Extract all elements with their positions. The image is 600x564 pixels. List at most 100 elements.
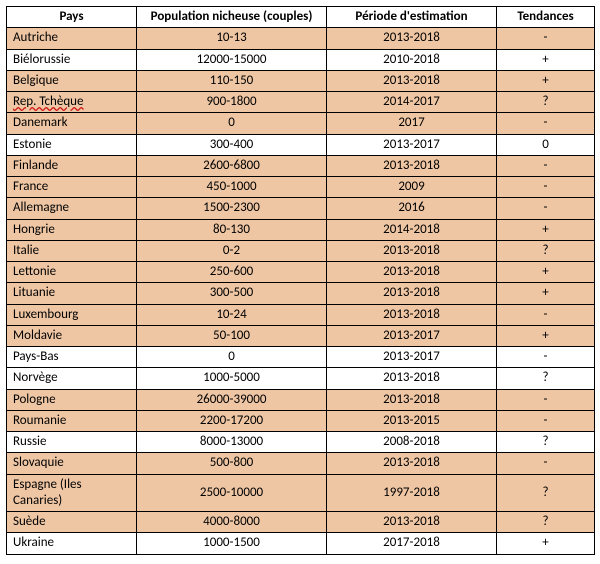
table-row: Pays-Bas02013-2017- <box>7 347 595 368</box>
cell-pop: 300-400 <box>137 134 327 155</box>
population-table: Pays Population nicheuse (couples) Pério… <box>6 6 595 555</box>
table-row: Biélorussie12000-150002010-2018+ <box>7 49 595 70</box>
table-row: Italie0-22013-2018? <box>7 240 595 261</box>
cell-pop: 250-600 <box>137 262 327 283</box>
cell-per: 2017-2018 <box>327 533 497 554</box>
table-row: France450-10002009- <box>7 177 595 198</box>
cell-pays: Norvège <box>7 368 137 389</box>
header-per: Période d'estimation <box>327 7 497 28</box>
cell-ten: ? <box>497 92 595 113</box>
cell-pop: 26000-39000 <box>137 389 327 410</box>
cell-per: 2008-2018 <box>327 432 497 453</box>
cell-pop: 2500-10000 <box>137 474 327 512</box>
cell-pop: 12000-15000 <box>137 49 327 70</box>
header-pop: Population nicheuse (couples) <box>137 7 327 28</box>
cell-per: 2013-2017 <box>327 325 497 346</box>
table-row: Autriche10-132013-2018- <box>7 28 595 49</box>
table-row: Roumanie2200-172002013-2015- <box>7 410 595 431</box>
cell-per: 2016 <box>327 198 497 219</box>
table-row: Rep. Tchèque900-18002014-2017? <box>7 92 595 113</box>
cell-pop: 0 <box>137 113 327 134</box>
cell-pop: 0-2 <box>137 240 327 261</box>
table-row: Norvège1000-50002013-2018? <box>7 368 595 389</box>
cell-per: 2014-2017 <box>327 92 497 113</box>
cell-ten: + <box>497 49 595 70</box>
cell-per: 2013-2017 <box>327 134 497 155</box>
cell-ten: ? <box>497 512 595 533</box>
cell-ten: ? <box>497 474 595 512</box>
table-row: Lituanie300-5002013-2018+ <box>7 283 595 304</box>
cell-ten: - <box>497 177 595 198</box>
cell-pop: 10-24 <box>137 304 327 325</box>
cell-ten: - <box>497 410 595 431</box>
header-ten: Tendances <box>497 7 595 28</box>
table-row: Allemagne1500-23002016- <box>7 198 595 219</box>
cell-per: 2013-2015 <box>327 410 497 431</box>
cell-per: 2009 <box>327 177 497 198</box>
cell-ten: - <box>497 347 595 368</box>
cell-pays: Finlande <box>7 155 137 176</box>
cell-per: 2013-2017 <box>327 347 497 368</box>
cell-per: 2013-2018 <box>327 304 497 325</box>
cell-pays: Russie <box>7 432 137 453</box>
cell-per: 2013-2018 <box>327 368 497 389</box>
cell-ten: - <box>497 389 595 410</box>
cell-pop: 80-130 <box>137 219 327 240</box>
cell-per: 2013-2018 <box>327 28 497 49</box>
cell-ten: - <box>497 113 595 134</box>
cell-pays: Ukraine <box>7 533 137 554</box>
cell-pays: Rep. Tchèque <box>7 92 137 113</box>
cell-per: 2013-2018 <box>327 283 497 304</box>
cell-ten: - <box>497 155 595 176</box>
table-body: Autriche10-132013-2018-Biélorussie12000-… <box>7 28 595 554</box>
table-row: Finlande2600-68002013-2018- <box>7 155 595 176</box>
cell-pays: Italie <box>7 240 137 261</box>
cell-pays: Autriche <box>7 28 137 49</box>
table-row: Espagne (Iles Canaries)2500-100001997-20… <box>7 474 595 512</box>
cell-per: 2013-2018 <box>327 512 497 533</box>
cell-pop: 300-500 <box>137 283 327 304</box>
cell-pays: Pays-Bas <box>7 347 137 368</box>
spell-error-text: Rep. Tchèque <box>13 94 83 109</box>
cell-pop: 1000-5000 <box>137 368 327 389</box>
cell-pays: Hongrie <box>7 219 137 240</box>
cell-pop: 2600-6800 <box>137 155 327 176</box>
cell-pays: Moldavie <box>7 325 137 346</box>
cell-pop: 1500-2300 <box>137 198 327 219</box>
cell-ten: + <box>497 325 595 346</box>
cell-per: 2014-2018 <box>327 219 497 240</box>
cell-ten: - <box>497 453 595 474</box>
cell-ten: + <box>497 283 595 304</box>
cell-per: 2013-2018 <box>327 155 497 176</box>
table-row: Hongrie80-1302014-2018+ <box>7 219 595 240</box>
cell-pop: 50-100 <box>137 325 327 346</box>
cell-per: 2013-2018 <box>327 389 497 410</box>
cell-pays: Roumanie <box>7 410 137 431</box>
table-row: Luxembourg10-242013-2018- <box>7 304 595 325</box>
cell-per: 2013-2018 <box>327 240 497 261</box>
table-row: Slovaquie500-8002013-2018- <box>7 453 595 474</box>
cell-pays: Pologne <box>7 389 137 410</box>
table-row: Estonie300-4002013-20170 <box>7 134 595 155</box>
cell-ten: + <box>497 533 595 554</box>
table-row: Moldavie50-1002013-2017+ <box>7 325 595 346</box>
cell-pays: France <box>7 177 137 198</box>
cell-pays: Espagne (Iles Canaries) <box>7 474 137 512</box>
cell-ten: - <box>497 198 595 219</box>
cell-ten: 0 <box>497 134 595 155</box>
cell-per: 1997-2018 <box>327 474 497 512</box>
cell-pop: 110-150 <box>137 70 327 91</box>
cell-pays: Slovaquie <box>7 453 137 474</box>
cell-pop: 2200-17200 <box>137 410 327 431</box>
cell-pop: 8000-13000 <box>137 432 327 453</box>
table-row: Ukraine1000-15002017-2018+ <box>7 533 595 554</box>
cell-per: 2013-2018 <box>327 70 497 91</box>
cell-pays: Allemagne <box>7 198 137 219</box>
cell-pop: 0 <box>137 347 327 368</box>
table-row: Lettonie250-6002013-2018+ <box>7 262 595 283</box>
cell-ten: - <box>497 28 595 49</box>
cell-pop: 1000-1500 <box>137 533 327 554</box>
table-row: Danemark02017- <box>7 113 595 134</box>
table-row: Belgique110-1502013-2018+ <box>7 70 595 91</box>
cell-pays: Danemark <box>7 113 137 134</box>
